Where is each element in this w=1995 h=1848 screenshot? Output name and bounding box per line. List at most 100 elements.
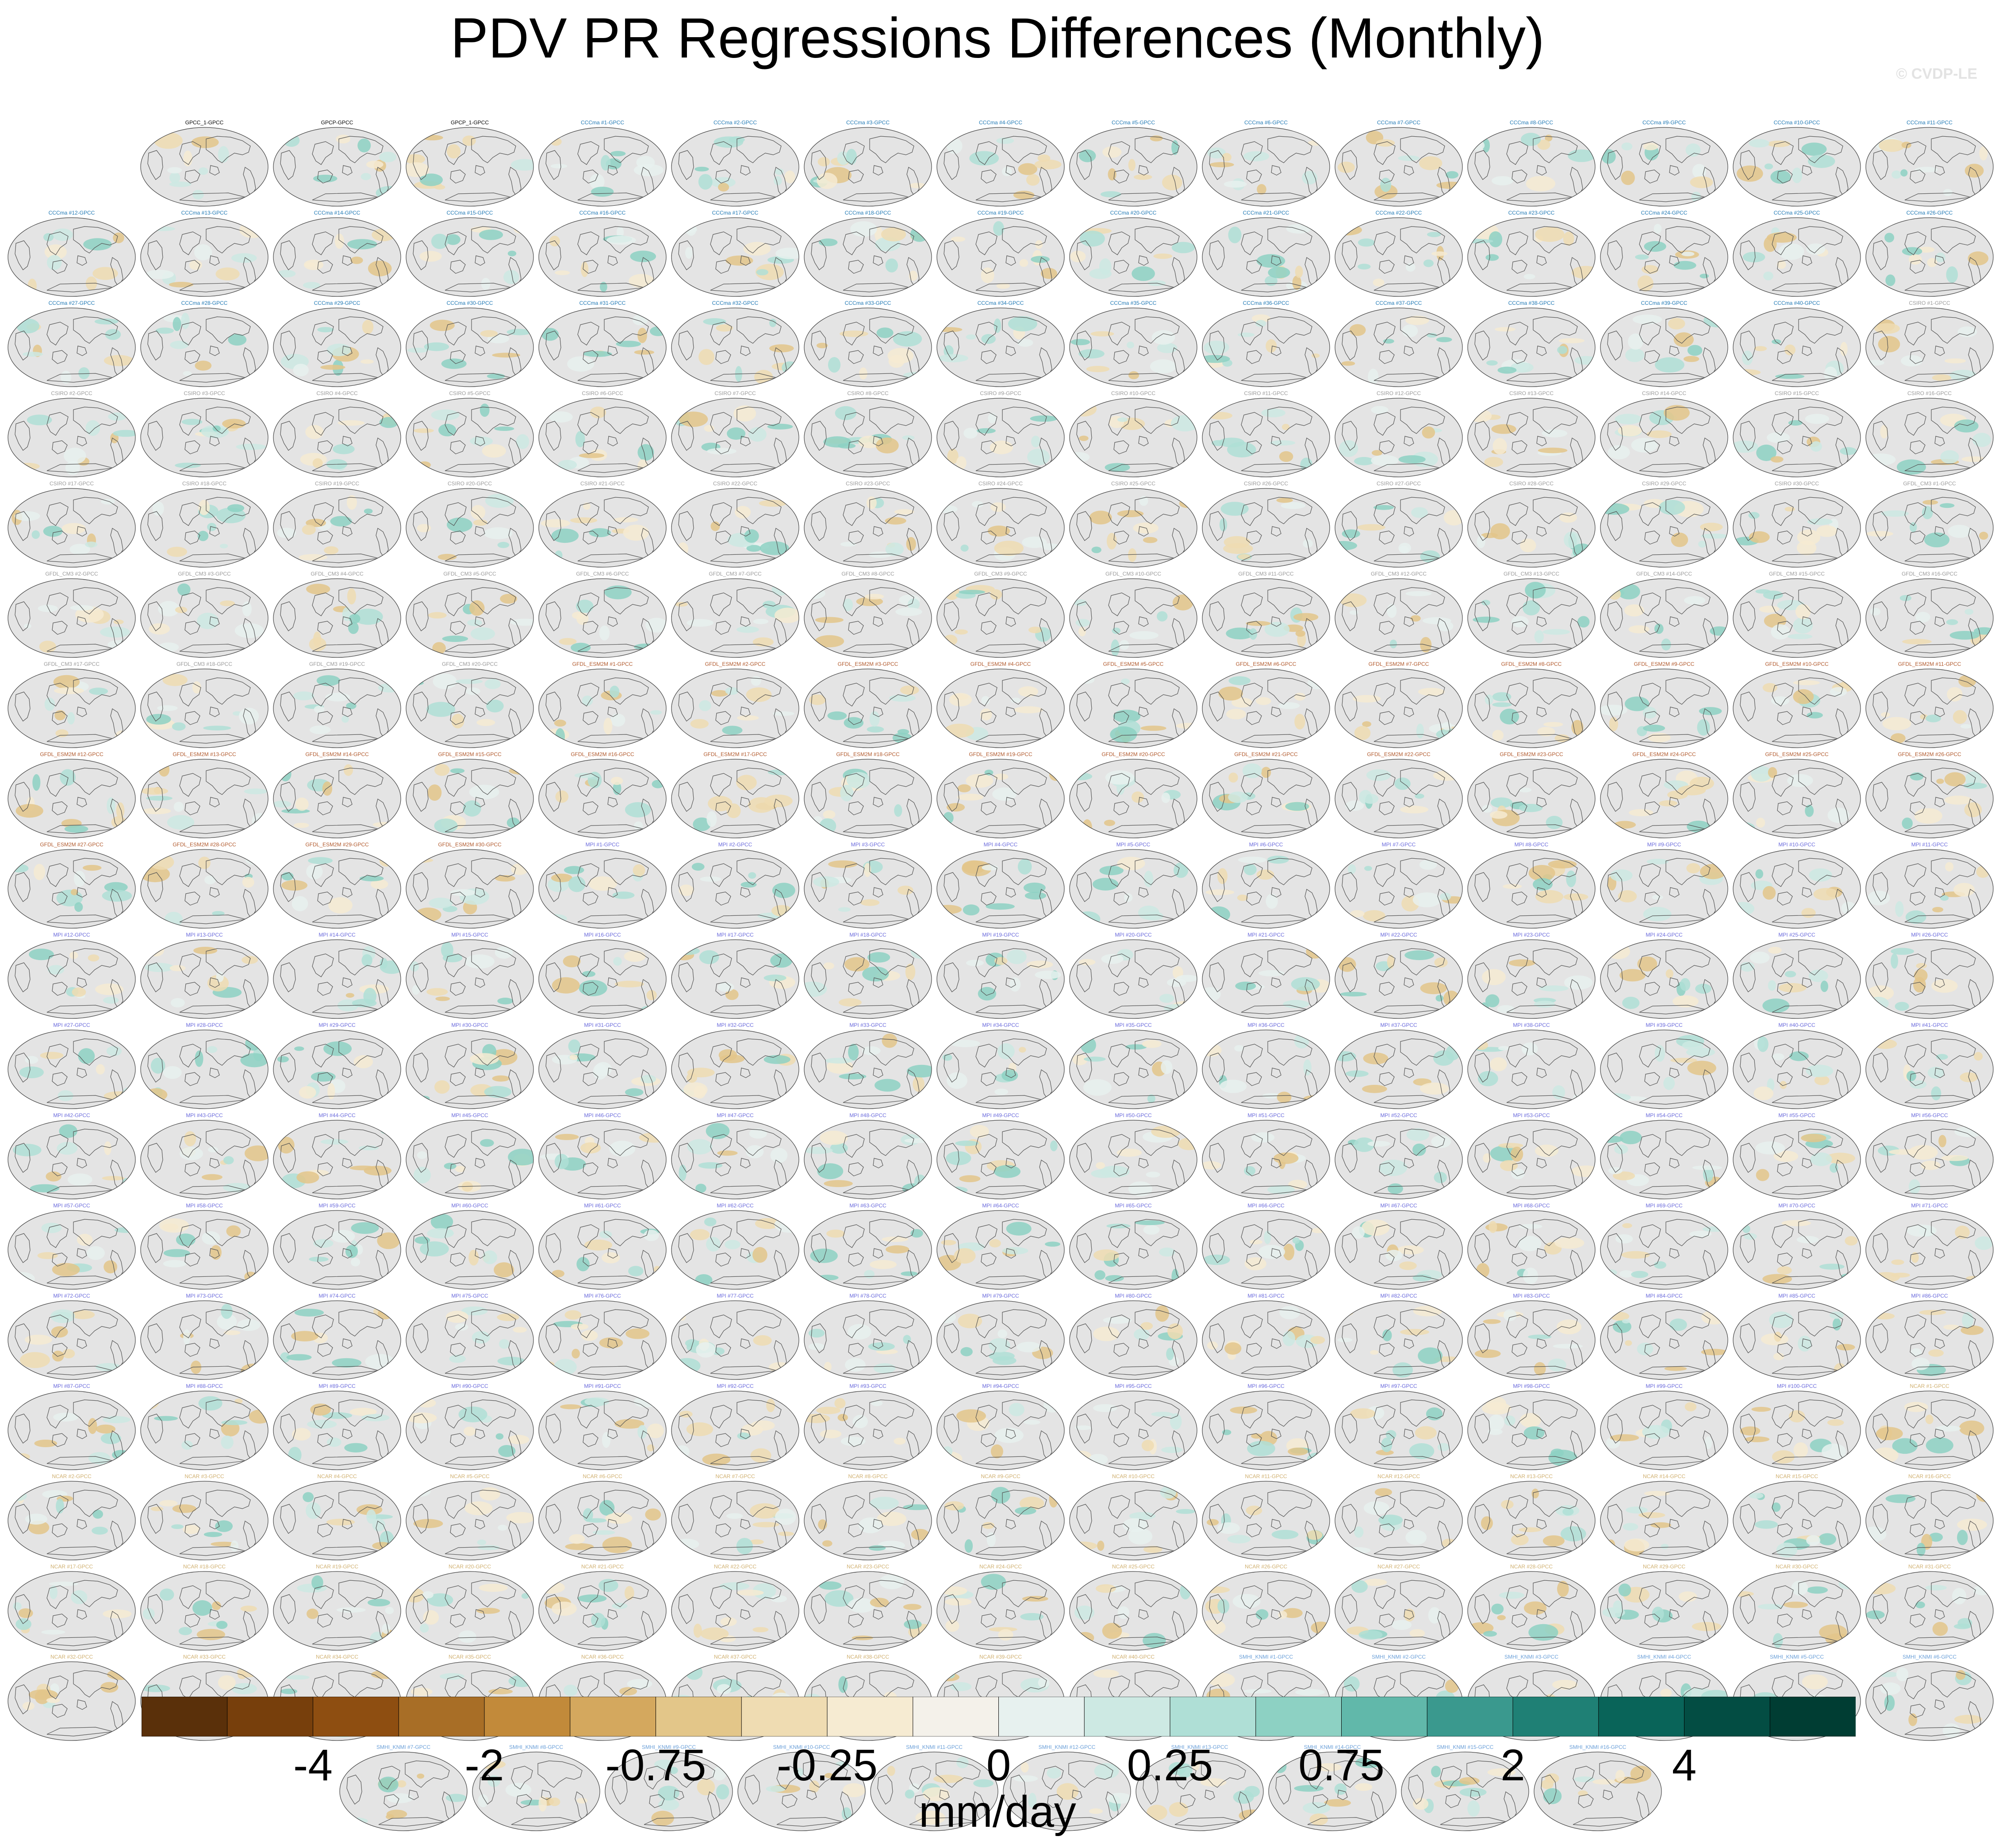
anomaly-region (1701, 1349, 1727, 1356)
map-border (1335, 307, 1463, 387)
coastline (1639, 1044, 1661, 1068)
coastline (209, 887, 220, 898)
coastline (317, 891, 333, 906)
anomaly-region (53, 675, 80, 689)
anomaly-region (1816, 525, 1838, 537)
anomaly-region (211, 1541, 237, 1547)
anomaly-region (1793, 680, 1820, 685)
global-map (1600, 488, 1728, 568)
anomaly-region (683, 1082, 708, 1098)
coastline (1665, 1129, 1711, 1156)
map-panel-title: GFDL_ESM2M #9-GPCC (1634, 661, 1695, 667)
anomaly-region (1268, 267, 1290, 278)
anomaly-region (868, 551, 892, 558)
map-border (1202, 1030, 1330, 1109)
coastline (583, 530, 598, 545)
anomaly-region (198, 167, 208, 175)
map-panel-title: MPI #56-GPCC (1911, 1112, 1948, 1118)
coastline (46, 1546, 114, 1556)
map-panel-title: CCCma #1-GPCC (580, 119, 624, 126)
coastline (607, 616, 618, 627)
anomaly-region (1311, 1228, 1325, 1233)
coastline (1506, 141, 1528, 165)
anomaly-region (412, 985, 420, 995)
anomaly-region (1775, 374, 1805, 379)
anomaly-region (1979, 146, 1988, 161)
map-ocean (1070, 1210, 1197, 1289)
coastline (1533, 497, 1578, 524)
coastline (678, 782, 694, 812)
coastline (710, 502, 732, 526)
coastline (1267, 768, 1312, 795)
anomaly-region (150, 1506, 164, 1511)
global-map (1600, 759, 1728, 838)
map-land (1209, 1399, 1325, 1469)
map-panel: MPI #57-GPCC (5, 1203, 138, 1290)
map-panel-title: MPI #69-GPCC (1646, 1203, 1683, 1209)
anomaly-region (1129, 631, 1159, 640)
coastline (179, 1044, 201, 1068)
anomaly-region (1665, 969, 1673, 978)
anomaly-region (77, 1233, 93, 1246)
global-map (1865, 1391, 1994, 1470)
coastline (1607, 1414, 1623, 1444)
coastline (1777, 621, 1793, 635)
anomaly-region (236, 443, 266, 450)
anomaly-region (480, 330, 498, 337)
coastline (1533, 677, 1578, 705)
anomaly-region (419, 251, 442, 262)
anomaly-region (92, 267, 118, 280)
map-panel-title: GFDL_CM3 #6-GPCC (576, 571, 629, 577)
anomaly-region (1944, 772, 1966, 787)
map-panel-title: CSIRO #14-GPCC (1642, 390, 1687, 396)
map-panel-title: MPI #29-GPCC (318, 1022, 356, 1028)
anomaly-region (1267, 856, 1289, 864)
coastline (1005, 165, 1016, 176)
coastline (1373, 734, 1441, 744)
coastline (1665, 226, 1711, 254)
map-border (1733, 488, 1861, 568)
coastline (1135, 858, 1180, 885)
anomaly-region (815, 617, 844, 623)
anomaly-region (506, 329, 532, 335)
coastline (1904, 1314, 1926, 1338)
anomaly-region (976, 428, 996, 434)
coastline (475, 1248, 485, 1259)
coastline (1373, 1276, 1441, 1285)
global-map (8, 1120, 136, 1199)
coastline (1536, 1068, 1547, 1078)
coastline (1404, 346, 1414, 356)
anomaly-region (1255, 320, 1266, 327)
map-panel: MPI #91-GPCC (536, 1383, 669, 1471)
anomaly-region (170, 341, 189, 349)
global-map (1202, 669, 1330, 748)
anomaly-region (1273, 1153, 1299, 1164)
coastline (1246, 891, 1262, 906)
map-panel-title: CSIRO #26-GPCC (1243, 480, 1289, 487)
anomaly-region (309, 637, 326, 651)
map-panel: MPI #1-GPCC (536, 841, 669, 929)
anomaly-region (699, 950, 719, 964)
anomaly-region (1400, 806, 1428, 814)
anomaly-region (1288, 1179, 1307, 1189)
anomaly-region (47, 965, 64, 975)
coastline (1241, 1314, 1263, 1338)
anomaly-region (1763, 271, 1773, 280)
anomaly-region (431, 234, 449, 249)
coastline (1772, 1366, 1839, 1375)
anomaly-region (299, 1086, 316, 1099)
map-panel-title: CSIRO #29-GPCC (1642, 480, 1687, 487)
map-panel-title: GFDL_CM3 #7-GPCC (709, 571, 762, 577)
map-panel: CCCma #13-GPCC (138, 210, 271, 297)
coastline (1931, 1129, 1976, 1156)
global-map (273, 849, 401, 929)
anomaly-region (1286, 224, 1311, 234)
anomaly-region (550, 137, 562, 146)
anomaly-region (1902, 817, 1913, 830)
coastline (975, 914, 1043, 924)
anomaly-region (1748, 512, 1760, 519)
map-panel: GFDL_ESM2M #10-GPCC (1730, 661, 1863, 749)
map-border (1467, 398, 1596, 477)
anomaly-region (1283, 1000, 1309, 1008)
coastline (1506, 644, 1573, 653)
